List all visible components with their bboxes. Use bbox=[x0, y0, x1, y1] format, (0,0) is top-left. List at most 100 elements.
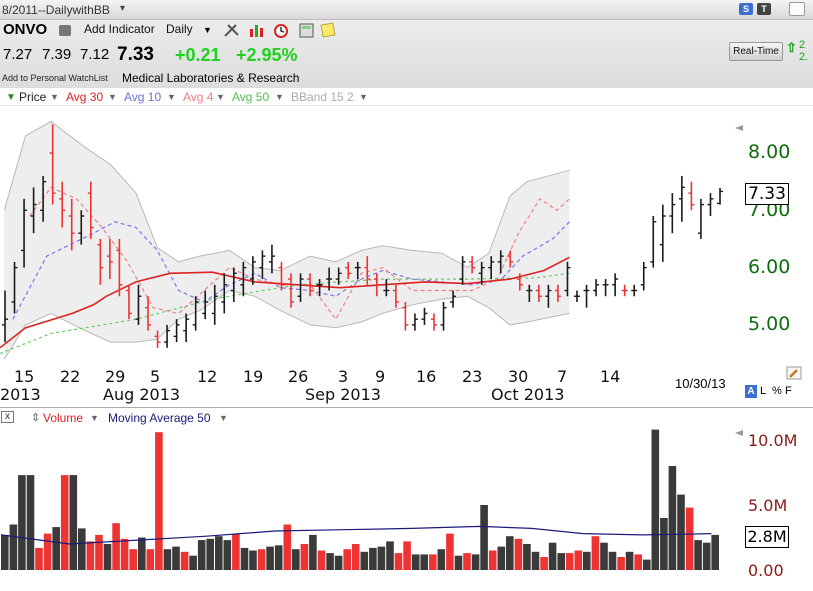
chart-title[interactable]: 8/2011--DailywithBB bbox=[2, 3, 110, 17]
volume-bar bbox=[189, 555, 197, 570]
period-select[interactable]: Daily bbox=[166, 22, 193, 36]
twitter-t-icon[interactable]: T bbox=[757, 3, 771, 15]
tools-icon[interactable] bbox=[222, 22, 242, 38]
price-bar bbox=[40, 175, 47, 222]
price-bar bbox=[469, 256, 476, 274]
title-chevron-down-icon[interactable]: ▾ bbox=[120, 3, 126, 14]
avg4-caret-icon[interactable]: ▼ bbox=[216, 92, 225, 102]
day-label: 5 bbox=[150, 367, 161, 386]
avg30-caret-icon[interactable]: ▼ bbox=[108, 92, 117, 102]
volume-bar bbox=[702, 542, 711, 570]
price-bar bbox=[717, 187, 723, 205]
avg10-caret-icon[interactable]: ▼ bbox=[167, 92, 176, 102]
price-bar bbox=[211, 284, 218, 325]
price-bar bbox=[221, 273, 228, 314]
volume-bar bbox=[711, 534, 719, 570]
volume-bar bbox=[120, 538, 129, 570]
volume-bar bbox=[138, 537, 146, 570]
draw-pencil-icon[interactable] bbox=[786, 366, 802, 380]
volume-bar bbox=[78, 528, 86, 570]
price-bar bbox=[59, 181, 66, 228]
bar-chart-icon[interactable] bbox=[248, 22, 266, 38]
volume-bar bbox=[394, 553, 403, 570]
notes-icon[interactable] bbox=[320, 22, 338, 38]
price-bar bbox=[545, 284, 552, 308]
volume-ma-label[interactable]: Moving Average 50 bbox=[108, 411, 211, 425]
volume-bar bbox=[591, 536, 600, 570]
price-axis-tick-marker bbox=[735, 125, 743, 131]
volume-bar bbox=[343, 549, 351, 570]
volume-caret-icon[interactable]: ▼ bbox=[90, 413, 99, 423]
realtime-value-2: 2. bbox=[799, 51, 809, 63]
add-indicator-button[interactable]: Add Indicator bbox=[84, 22, 155, 36]
restore-window-icon[interactable] bbox=[789, 2, 805, 16]
volume-bar bbox=[643, 559, 651, 570]
volume-bar bbox=[583, 551, 591, 570]
period-chevron-down-icon[interactable]: ▼ bbox=[203, 25, 212, 35]
price-bar bbox=[268, 244, 275, 274]
indicator-avg4[interactable]: Avg 4 bbox=[183, 90, 214, 104]
indicator-avg50[interactable]: Avg 50 bbox=[232, 90, 270, 104]
ma-caret-icon[interactable]: ▼ bbox=[219, 413, 228, 423]
volume-bar bbox=[206, 538, 214, 570]
price-caret-icon[interactable]: ▼ bbox=[50, 92, 59, 102]
calculator-icon[interactable] bbox=[298, 22, 316, 38]
volume-bar bbox=[69, 475, 78, 570]
price-bar bbox=[202, 290, 209, 320]
volume-bar bbox=[163, 549, 172, 570]
ticker-symbol[interactable]: ONVO bbox=[3, 21, 48, 38]
volume-bar bbox=[35, 547, 43, 570]
industry-label: Medical Laboratories & Research bbox=[122, 71, 300, 85]
price-bar bbox=[278, 261, 285, 291]
share-s-icon[interactable]: S bbox=[739, 3, 753, 15]
quote-open: 7.12 bbox=[80, 46, 110, 63]
volume-bar bbox=[257, 549, 266, 570]
volume-label[interactable]: Volume bbox=[43, 411, 84, 425]
bband-caret-icon[interactable]: ▼ bbox=[359, 92, 368, 102]
volume-bar bbox=[600, 542, 608, 570]
volume-bar bbox=[574, 550, 583, 570]
quote-change: +0.21 bbox=[175, 45, 221, 65]
indicator-bband[interactable]: BBand 15 2 bbox=[291, 90, 354, 104]
indicator-avg10[interactable]: Avg 10 bbox=[124, 90, 162, 104]
price-bar bbox=[145, 296, 151, 331]
indicator-bar bbox=[0, 88, 813, 106]
day-label: 30 bbox=[508, 367, 529, 386]
volume-bar bbox=[446, 533, 454, 570]
log-scale-toggle[interactable]: L bbox=[760, 385, 767, 397]
volume-bar bbox=[326, 553, 334, 570]
quote-low: 7.27 bbox=[3, 46, 33, 63]
add-watchlist-link[interactable]: Add to Personal WatchList bbox=[2, 73, 108, 83]
resize-arrows-icon[interactable]: ⇕ bbox=[31, 412, 41, 424]
bollinger-lower-line bbox=[3, 289, 570, 360]
realtime-button[interactable]: Real-Time bbox=[729, 42, 783, 61]
alarm-clock-icon[interactable] bbox=[272, 21, 290, 39]
close-panel-icon[interactable]: x bbox=[1, 411, 14, 423]
day-label: 29 bbox=[105, 367, 126, 386]
volume-bar bbox=[215, 536, 223, 570]
volume-bar bbox=[317, 550, 326, 570]
volume-axis-label: 10.0M bbox=[748, 431, 798, 450]
volume-chart[interactable] bbox=[0, 408, 813, 591]
volume-bar bbox=[232, 533, 240, 570]
indicator-avg30[interactable]: Avg 30 bbox=[66, 90, 104, 104]
volume-bar bbox=[557, 553, 565, 570]
price-bar bbox=[421, 307, 428, 325]
percent-scale-toggle[interactable]: % bbox=[772, 385, 782, 397]
volume-bar bbox=[523, 544, 531, 570]
price-bar bbox=[688, 181, 695, 211]
auto-scale-toggle[interactable]: A bbox=[745, 385, 757, 398]
indicator-price[interactable]: Price bbox=[19, 90, 47, 104]
fit-scale-toggle[interactable]: F bbox=[785, 385, 792, 397]
price-bar bbox=[526, 284, 533, 302]
price-bar bbox=[535, 284, 542, 302]
avg50-caret-icon[interactable]: ▼ bbox=[275, 92, 284, 102]
price-bar bbox=[564, 261, 571, 297]
price-bar bbox=[593, 279, 600, 297]
volume-bar bbox=[403, 541, 411, 570]
price-bar bbox=[459, 256, 466, 285]
price-chart[interactable] bbox=[0, 107, 813, 407]
day-label: 16 bbox=[416, 367, 437, 386]
volume-bar bbox=[9, 524, 18, 570]
price-chevron-icon[interactable]: ▼ bbox=[6, 92, 16, 103]
